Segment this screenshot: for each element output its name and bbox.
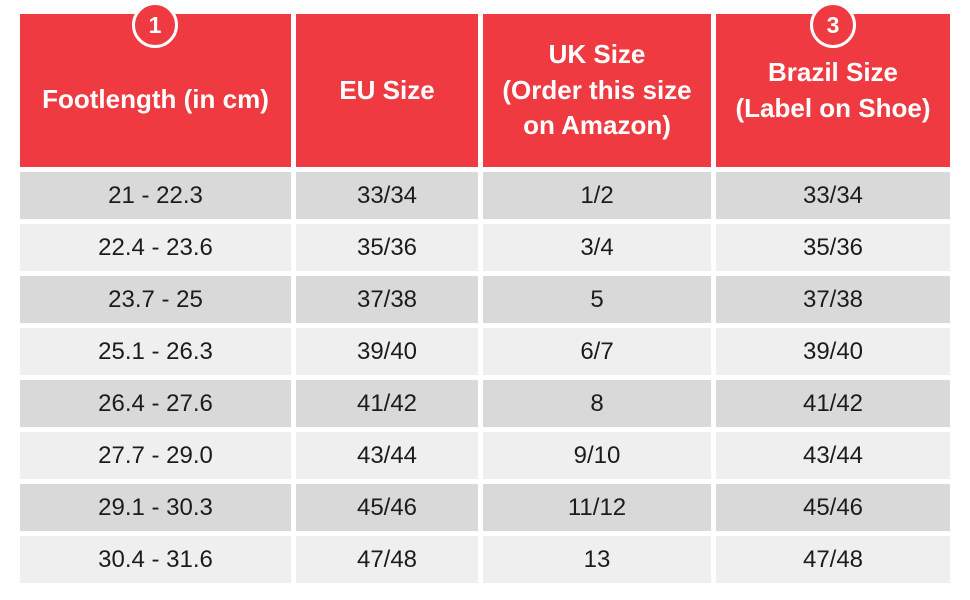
table-cell: 11/12 (483, 484, 711, 531)
table-cell: 25.1 - 26.3 (20, 328, 291, 375)
table-cell: 22.4 - 23.6 (20, 224, 291, 271)
table-cell: 41/42 (716, 380, 950, 427)
table-cell: 3/4 (483, 224, 711, 271)
size-conversion-table: Footlength (in cm) EU Size UK Size (Orde… (15, 9, 955, 588)
table-cell: 35/36 (716, 224, 950, 271)
table-cell: 13 (483, 536, 711, 583)
table-cell: 33/34 (716, 172, 950, 219)
table-cell: 47/48 (296, 536, 478, 583)
column-header-eu-size: EU Size (296, 14, 478, 167)
table-row: 27.7 - 29.0 43/44 9/10 43/44 (20, 432, 950, 479)
table-cell: 5 (483, 276, 711, 323)
table-row: 22.4 - 23.6 35/36 3/4 35/36 (20, 224, 950, 271)
table-row: 29.1 - 30.3 45/46 11/12 45/46 (20, 484, 950, 531)
table-cell: 39/40 (296, 328, 478, 375)
table-cell: 21 - 22.3 (20, 172, 291, 219)
table-row: 30.4 - 31.6 47/48 13 47/48 (20, 536, 950, 583)
table-cell: 6/7 (483, 328, 711, 375)
step-3-badge-label: 3 (826, 11, 840, 38)
table-cell: 29.1 - 30.3 (20, 484, 291, 531)
table-cell: 30.4 - 31.6 (20, 536, 291, 583)
table-cell: 27.7 - 29.0 (20, 432, 291, 479)
header-row: Footlength (in cm) EU Size UK Size (Orde… (20, 14, 950, 167)
table-cell: 43/44 (716, 432, 950, 479)
table-cell: 37/38 (716, 276, 950, 323)
table-row: 25.1 - 26.3 39/40 6/7 39/40 (20, 328, 950, 375)
table-cell: 37/38 (296, 276, 478, 323)
table-cell: 26.4 - 27.6 (20, 380, 291, 427)
table-cell: 35/36 (296, 224, 478, 271)
table-cell: 47/48 (716, 536, 950, 583)
step-1-badge-label: 1 (148, 11, 162, 38)
table-cell: 45/46 (296, 484, 478, 531)
table-row: 23.7 - 25 37/38 5 37/38 (20, 276, 950, 323)
table-cell: 41/42 (296, 380, 478, 427)
column-header-uk-size: UK Size (Order this size on Amazon) (483, 14, 711, 167)
table-cell: 8 (483, 380, 711, 427)
table-cell: 23.7 - 25 (20, 276, 291, 323)
table-cell: 45/46 (716, 484, 950, 531)
table-cell: 43/44 (296, 432, 478, 479)
column-header-brazil-size: Brazil Size (Label on Shoe) (716, 14, 950, 167)
table-cell: 1/2 (483, 172, 711, 219)
table-row: 26.4 - 27.6 41/42 8 41/42 (20, 380, 950, 427)
table-cell: 33/34 (296, 172, 478, 219)
step-3-badge: 3 (810, 2, 856, 48)
table-row: 21 - 22.3 33/34 1/2 33/34 (20, 172, 950, 219)
step-1-badge: 1 (132, 2, 178, 48)
table-cell: 9/10 (483, 432, 711, 479)
table-cell: 39/40 (716, 328, 950, 375)
